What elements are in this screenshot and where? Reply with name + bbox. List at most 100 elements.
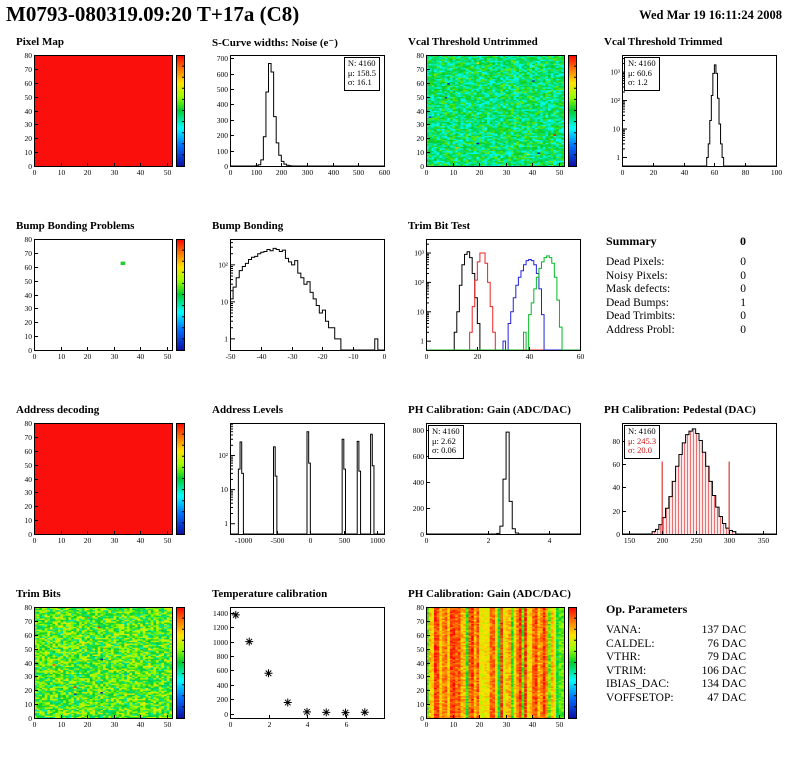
op-parameter-row: VANA: 137 DAC (606, 624, 746, 638)
op-parameter-label: VTRIM: (606, 664, 647, 677)
plot-title: S-Curve widths: Noise (e⁻) (212, 37, 338, 49)
op-parameter-value: 106 DAC (701, 664, 746, 677)
summary-row-label: Dead Bumps: (606, 296, 669, 309)
plot-cell-vcal-untrimmed: Vcal Threshold Untrimmed (398, 34, 594, 218)
trim-bits-canvas (8, 602, 198, 734)
plot-grid: Pixel Map S-Curve widths: Noise (e⁻) N: … (6, 34, 790, 770)
bump-bonding-canvas (204, 234, 394, 366)
stats-box: N: 4160 μ: 2.62 σ: 0.06 (428, 425, 464, 459)
summary-row-label: Address Probl: (606, 323, 675, 336)
summary-row: Dead Trimbits: 0 (606, 310, 746, 324)
op-parameter-value: 47 DAC (707, 691, 746, 704)
stats-line: σ: 20.0 (628, 445, 652, 455)
plot-title: Address decoding (16, 404, 100, 416)
ph-gain-hist-plot: N: 4160 μ: 2.62 σ: 0.06 (400, 418, 590, 550)
op-parameter-row: CALDEL: 76 DAC (606, 638, 746, 652)
stats-box: N: 4160 μ: 245.3 σ: 20.0 (624, 425, 661, 459)
summary-total: 0 (740, 234, 746, 248)
plot-title: Temperature calibration (212, 588, 328, 600)
op-parameter-row: VTRIM: 106 DAC (606, 665, 746, 679)
stats-line: σ: 16.1 (347, 77, 372, 87)
vcal-trimmed-plot: N: 4160 μ: 60.6 σ: 1.2 (596, 50, 786, 182)
bump-bonding-problems-canvas (8, 234, 198, 366)
summary-row: Address Probl: 0 (606, 324, 746, 338)
summary-row: Dead Pixels: 0 (606, 256, 746, 270)
plot-title: Pixel Map (16, 36, 64, 48)
stats-line: N: 4160 (347, 58, 376, 68)
summary-row: Dead Bumps: 1 (606, 297, 746, 311)
stats-line: N: 4160 (628, 426, 656, 436)
stats-box: N: 4160 μ: 158.5 σ: 16.1 (343, 57, 380, 91)
plot-cell-bump-bonding: Bump Bonding (202, 218, 398, 402)
summary-row-label: Mask defects: (606, 283, 671, 295)
summary-row-value: 1 (740, 296, 746, 309)
plot-cell-ph-gain-map: PH Calibration: Gain (ADC/DAC) (398, 586, 594, 770)
op-parameter-label: CALDEL: (606, 637, 655, 650)
plot-title: Trim Bit Test (408, 220, 471, 232)
plot-title: PH Calibration: Gain (ADC/DAC) (408, 404, 571, 416)
stats-line: μ: 2.62 (432, 435, 456, 446)
op-parameter-value: 134 DAC (701, 678, 746, 690)
op-parameter-label: VANA: (606, 624, 641, 636)
stats-box: N: 4160 μ: 60.6 σ: 1.2 (624, 57, 660, 91)
stats-line: N: 4160 (432, 426, 460, 436)
op-parameters-title: Op. Parameters (606, 602, 688, 616)
summary-title: Summary (606, 234, 657, 248)
plot-title: PH Calibration: Gain (ADC/DAC) (408, 588, 571, 600)
op-parameter-label: IBIAS_DAC: (606, 678, 670, 690)
stats-line: N: 4160 (628, 58, 656, 68)
address-decoding-canvas (8, 418, 198, 550)
plot-title: Address Levels (212, 404, 283, 416)
stats-line: μ: 245.3 (628, 435, 657, 446)
trim-bit-test-canvas (400, 234, 590, 366)
op-parameter-row: VOFFSETOP: 47 DAC (606, 692, 746, 706)
plot-cell-trim-bits: Trim Bits (6, 586, 202, 770)
stats-line: μ: 60.6 (628, 67, 652, 78)
plot-cell-address-decoding: Address decoding (6, 402, 202, 586)
vcal-untrimmed-canvas (400, 50, 590, 182)
ph-gain-map-plot (400, 602, 590, 734)
plot-title: Vcal Threshold Trimmed (604, 36, 723, 48)
temperature-calibration-plot (204, 602, 394, 734)
plot-cell-temperature-calibration: Temperature calibration (202, 586, 398, 770)
op-parameter-label: VTHR: (606, 651, 641, 663)
plot-title: Vcal Threshold Untrimmed (408, 36, 538, 48)
ph-gain-map-canvas (400, 602, 590, 734)
summary-row-value: 0 (740, 323, 746, 336)
page-title: M0793-080319.09:20 T+17a (C8) (6, 2, 300, 26)
plot-title: Bump Bonding Problems (16, 220, 135, 232)
plot-cell-bump-bonding-problems: Bump Bonding Problems (6, 218, 202, 402)
scurve-noise-plot: N: 4160 μ: 158.5 σ: 16.1 (204, 50, 394, 182)
summary-header: Summary 0 (606, 234, 746, 249)
summary-row: Mask defects: 0 (606, 283, 746, 297)
plot-cell-trim-bit-test: Trim Bit Test (398, 218, 594, 402)
summary-panel: Summary 0 Dead Pixels: 0 Noisy Pixels: 0 M… (594, 218, 774, 402)
bump-bonding-problems-plot (8, 234, 198, 366)
temperature-calibration-canvas (204, 602, 394, 734)
stats-line: σ: 1.2 (628, 77, 648, 87)
summary-row-label: Dead Trimbits: (606, 310, 676, 322)
address-levels-plot (204, 418, 394, 550)
plot-title: Bump Bonding (212, 220, 284, 232)
bump-bonding-plot (204, 234, 394, 366)
pixel-map-canvas (8, 50, 198, 182)
address-levels-canvas (204, 418, 394, 550)
op-parameter-label: VOFFSETOP: (606, 691, 674, 704)
address-decoding-plot (8, 418, 198, 550)
op-parameters-header: Op. Parameters (606, 602, 746, 617)
summary-row-label: Noisy Pixels: (606, 269, 668, 282)
op-parameter-value: 76 DAC (707, 637, 746, 650)
trim-bit-test-plot (400, 234, 590, 366)
op-parameter-row: VTHR: 79 DAC (606, 651, 746, 665)
plot-cell-scurve-noise: S-Curve widths: Noise (e⁻) N: 4160 μ: 158… (202, 34, 398, 218)
summary-row-value: 0 (740, 283, 746, 295)
summary-row-value: 0 (740, 256, 746, 268)
summary-row: Noisy Pixels: 0 (606, 270, 746, 284)
stats-line: σ: 0.06 (432, 445, 456, 455)
summary-row-value: 0 (740, 269, 746, 282)
stats-line: μ: 158.5 (347, 67, 376, 78)
plot-cell-ph-gain-hist: PH Calibration: Gain (ADC/DAC) N: 4160 μ:… (398, 402, 594, 586)
plot-cell-vcal-trimmed: Vcal Threshold Trimmed N: 4160 μ: 60.6 σ: … (594, 34, 790, 218)
trim-bits-plot (8, 602, 198, 734)
